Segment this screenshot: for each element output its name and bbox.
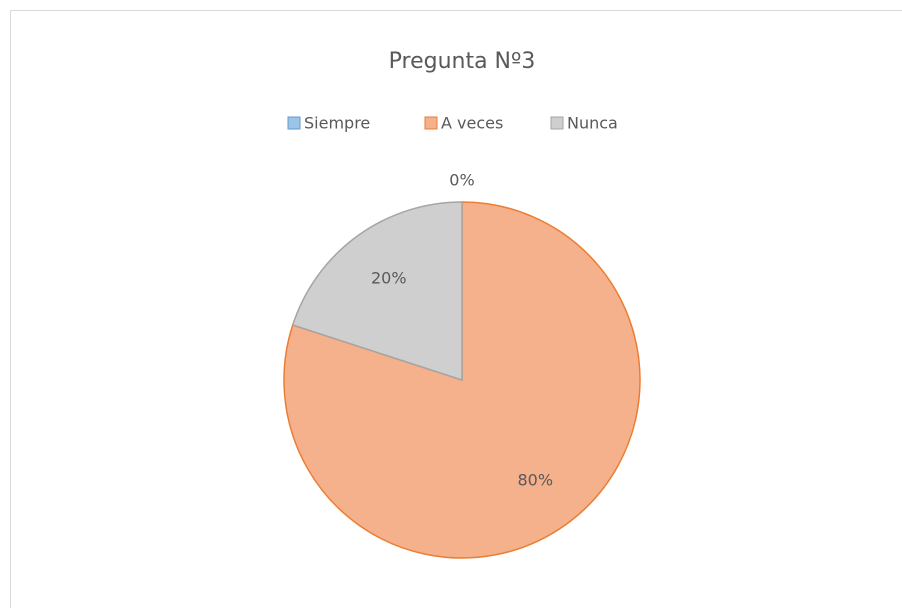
data-label: 0% [449,171,474,190]
data-label: 20% [371,269,407,288]
pie-slice [291,201,463,382]
legend-swatch [550,116,564,130]
legend-label: Nunca [567,114,618,133]
data-label: 80% [517,470,553,489]
legend-swatch [287,116,301,130]
legend-label: A veces [441,114,503,133]
legend-swatch [424,116,438,130]
pie-slice [283,201,641,559]
legend-label: Siempre [304,114,370,133]
chart-title: Pregunta Nº3 [389,49,536,74]
